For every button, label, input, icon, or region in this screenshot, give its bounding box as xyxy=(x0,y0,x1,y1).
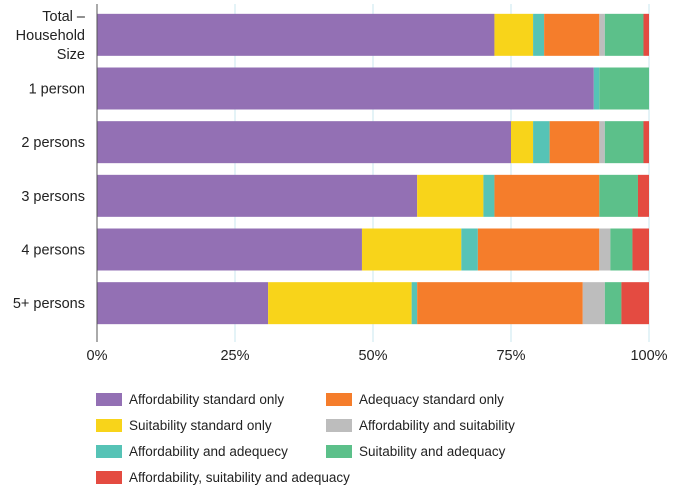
legend-label: Affordability and suitability xyxy=(359,418,515,433)
category-label: Total – xyxy=(42,9,86,25)
bar-segment xyxy=(483,174,495,217)
bar-segment xyxy=(97,121,511,164)
bar-segment xyxy=(533,121,550,164)
legend-label: Affordability and adequecy xyxy=(129,444,288,459)
bar-segment xyxy=(97,67,594,110)
category-label: Household xyxy=(16,28,85,44)
legend-label: Suitability and adequacy xyxy=(359,444,506,459)
bar-segment xyxy=(411,282,418,325)
legend-swatch xyxy=(96,445,122,458)
bar-segment xyxy=(604,282,622,325)
bar-segment xyxy=(632,228,649,271)
bar-segment xyxy=(599,228,611,271)
category-label: 4 persons xyxy=(21,243,85,259)
category-label: 1 person xyxy=(29,82,85,98)
legend-label: Affordability standard only xyxy=(129,392,285,407)
bar-segment xyxy=(604,121,644,164)
bar-segment xyxy=(643,13,649,56)
bar-segment xyxy=(494,13,534,56)
x-tick-label: 50% xyxy=(358,348,387,364)
bar-segment xyxy=(477,228,600,271)
bar-segment xyxy=(461,228,478,271)
x-tick-label: 100% xyxy=(630,348,667,364)
legend-swatch xyxy=(326,393,352,406)
bar-segment xyxy=(549,121,600,164)
legend-item: Adequacy standard only xyxy=(326,392,504,407)
legend-item: Suitability standard only xyxy=(96,418,272,433)
bar-segment xyxy=(544,13,600,56)
bar-segment xyxy=(599,13,605,56)
legend-item: Affordability standard only xyxy=(96,392,284,407)
bar-segment xyxy=(97,228,362,271)
bar-segment xyxy=(621,282,649,325)
x-tick-label: 0% xyxy=(87,348,108,364)
bar-segment xyxy=(97,13,495,56)
x-tick-label: 25% xyxy=(220,348,249,364)
bar-segment xyxy=(593,67,600,110)
category-label: 3 persons xyxy=(21,189,85,205)
x-tick-label: 75% xyxy=(496,348,525,364)
legend-swatch xyxy=(96,393,122,406)
bar-segment xyxy=(599,67,649,110)
bar-segment xyxy=(494,174,600,217)
bar-segment xyxy=(533,13,545,56)
legend-label: Affordability, suitability and adequacy xyxy=(129,470,350,485)
bar-segment xyxy=(268,282,412,325)
category-label: 5+ persons xyxy=(13,296,85,312)
legend-item: Affordability, suitability and adequacy xyxy=(96,470,350,485)
bar-segment xyxy=(97,174,418,217)
bar-segment xyxy=(97,282,269,325)
legend-label: Adequacy standard only xyxy=(359,392,504,407)
stacked-bar-chart: Total – Household Size 1 person 2 persons 3 p… xyxy=(13,4,668,364)
category-label: Size xyxy=(57,47,85,63)
bar-segment xyxy=(637,174,649,217)
bar-segment xyxy=(417,174,484,217)
bar-segment xyxy=(599,174,638,217)
bar-segment xyxy=(643,121,649,164)
legend-swatch xyxy=(96,471,122,484)
bar-segment xyxy=(511,121,534,164)
legend-swatch xyxy=(96,419,122,432)
bar-segment xyxy=(599,121,605,164)
legend-swatch xyxy=(326,445,352,458)
bar-segment xyxy=(417,282,583,325)
bar-segment xyxy=(582,282,605,325)
bar-segment xyxy=(361,228,462,271)
legend-item: Affordability and suitability xyxy=(326,418,515,433)
legend-swatch xyxy=(326,419,352,432)
bar-segment xyxy=(604,13,644,56)
legend-item: Affordability and adequecy xyxy=(96,444,288,459)
legend-label: Suitability standard only xyxy=(129,418,272,433)
legend-item: Suitability and adequacy xyxy=(326,444,505,459)
category-label: 2 persons xyxy=(21,135,85,151)
bar-segment xyxy=(610,228,633,271)
